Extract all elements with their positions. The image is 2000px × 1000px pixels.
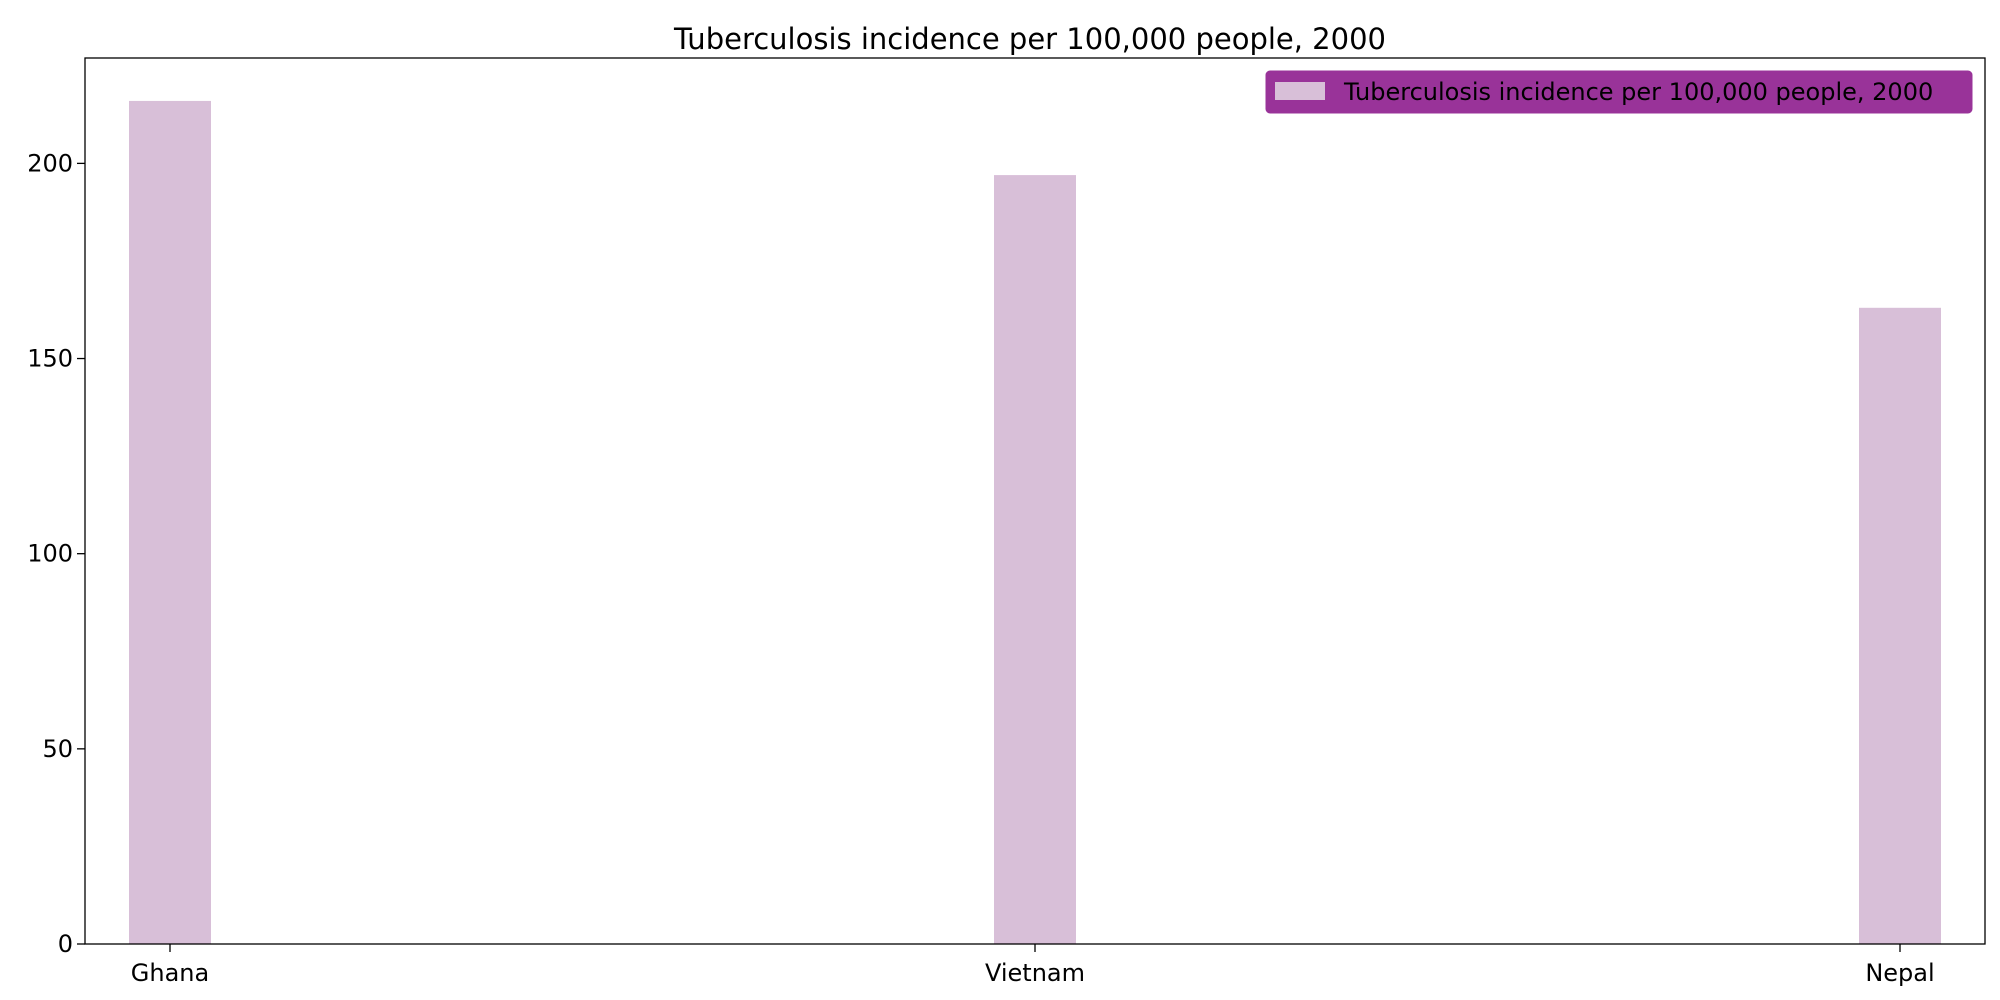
bar-ghana xyxy=(129,100,211,945)
x-tick-label: Vietnam xyxy=(985,959,1085,987)
bar-vietnam xyxy=(994,175,1076,944)
x-tick-label: Nepal xyxy=(1865,959,1934,987)
y-tick-label: 0 xyxy=(58,930,73,958)
y-tick-label: 100 xyxy=(27,540,73,568)
bars-layer xyxy=(129,100,1941,945)
y-tick-label: 150 xyxy=(27,345,73,373)
bar-nepal xyxy=(1859,307,1941,944)
y-tick-label: 50 xyxy=(42,735,73,763)
x-tick-label: Ghana xyxy=(131,959,209,987)
legend-swatch xyxy=(1275,82,1325,100)
legend-box xyxy=(1265,70,1973,114)
legend: Tuberculosis incidence per 100,000 peopl… xyxy=(1265,70,1973,114)
chart-title: Tuberculosis incidence per 100,000 peopl… xyxy=(673,22,1386,56)
axes-layer: 0 50 100 150 200 Ghana Vietnam Nepal xyxy=(27,57,1986,987)
y-tick-label: 200 xyxy=(27,149,73,177)
legend-label: Tuberculosis incidence per 100,000 peopl… xyxy=(1343,78,1933,106)
